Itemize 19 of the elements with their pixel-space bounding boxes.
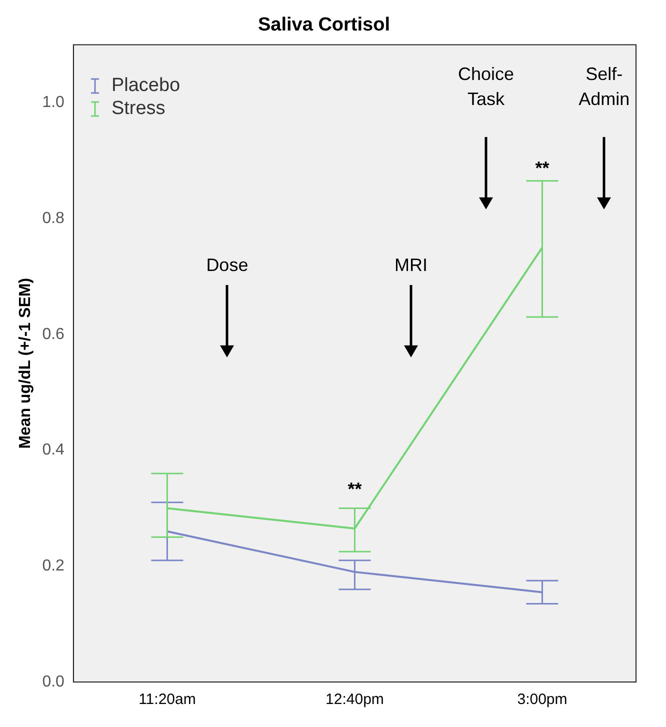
- y-tick-label: 0.2: [42, 558, 65, 575]
- y-tick-label: 0.4: [42, 442, 65, 459]
- y-tick-label: 0.6: [42, 326, 65, 343]
- x-tick-label: 3:00pm: [517, 691, 568, 708]
- legend-label: Placebo: [111, 75, 180, 98]
- y-tick-label: 1.0: [42, 94, 65, 112]
- y-tick-label: 0.8: [42, 210, 65, 227]
- annotation: Choice Task: [456, 63, 515, 112]
- annotation: Self-Admin: [578, 63, 631, 112]
- y-tick-label: 0.0: [42, 673, 65, 690]
- x-tick-label: 11:20am: [138, 691, 196, 708]
- legend-label: Stress: [111, 98, 166, 120]
- chart-title: Saliva Cortisol: [258, 14, 390, 36]
- y-axis-title: Mean ug/dL (+/-1 SEM): [17, 278, 34, 449]
- annotation: **: [534, 158, 550, 178]
- annotation: **: [346, 479, 363, 500]
- annotation: MRI: [393, 254, 428, 278]
- annotation: Dose: [205, 254, 250, 278]
- x-tick-label: 12:40pm: [326, 691, 384, 708]
